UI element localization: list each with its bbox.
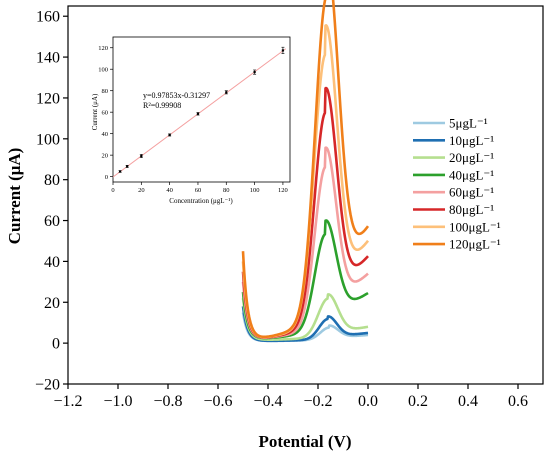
legend-label: 20μgL⁻¹: [449, 150, 494, 165]
legend-label: 80μgL⁻¹: [449, 202, 494, 217]
x-tick-label: −0.4: [253, 393, 282, 410]
legend: 5μgL⁻¹ 10μgL⁻¹ 20μgL⁻¹ 40μgL⁻¹ 60μgL⁻¹ 80μgL⁻…: [413, 116, 501, 252]
x-axis-title: Potential (V): [258, 432, 351, 451]
inset-x-tick-label: 120: [278, 187, 288, 194]
inset-y-tick-label: 120: [98, 45, 108, 52]
legend-label: 60μgL⁻¹: [449, 185, 494, 200]
legend-label: 5μgL⁻¹: [449, 116, 488, 131]
inset-x-tick-label: 80: [223, 187, 230, 194]
y-tick-label: 140: [36, 50, 60, 67]
x-tick-label: 0.4: [458, 393, 478, 410]
inset-chart: 0 20 40 60 80 100 120 0 20 40 60 80 100 120 y=0.9785…: [91, 36, 291, 205]
inset-r-squared: R²=0.99908: [143, 101, 181, 110]
series-line: [241, 0, 370, 339]
inset-y-tick-label: 20: [102, 152, 109, 159]
inset-x-axis-title: Concentration (μgL⁻¹): [169, 197, 233, 205]
legend-label: 120μgL⁻¹: [449, 237, 501, 252]
y-tick-label: 120: [36, 90, 60, 107]
series-lines: [241, 0, 370, 343]
y-tick-label: 20: [44, 295, 60, 312]
legend-label: 10μgL⁻¹: [449, 133, 494, 148]
y-tick-label: 160: [36, 9, 60, 26]
y-tick-label: 100: [36, 131, 60, 148]
y-tick-label: 0: [52, 336, 60, 353]
inset-points: [118, 46, 285, 173]
x-tick-label: −0.8: [153, 393, 182, 410]
inset-x-tick-label: 0: [111, 187, 114, 194]
inset-point: [196, 112, 200, 115]
inset-axis-ticks: [110, 47, 284, 185]
inset-x-tick-label: 100: [250, 187, 260, 194]
inset-frame: [112, 36, 291, 183]
y-tick-labels: −20 0 20 40 60 80 100 120 140 160: [35, 9, 60, 394]
inset-point: [225, 91, 228, 94]
inset-point: [118, 170, 122, 173]
y-axis-title: Current (μA): [5, 148, 24, 245]
inset-equation: y=0.97853x-0.31297: [143, 91, 210, 100]
x-tick-label: 0.2: [408, 393, 428, 410]
inset-x-tick-label: 40: [166, 187, 173, 194]
y-tick-label: 60: [44, 213, 60, 230]
inset-point: [126, 165, 129, 168]
x-tick-label: −0.2: [303, 393, 332, 410]
inset-point: [140, 154, 143, 158]
inset-y-axis-title: Current (μA): [91, 93, 99, 130]
inset-point: [168, 133, 171, 137]
legend-label: 100μgL⁻¹: [449, 219, 501, 234]
x-tick-label: 0.6: [508, 393, 528, 410]
plot-frame: [67, 5, 544, 385]
legend-label: 40μgL⁻¹: [449, 167, 494, 182]
x-tick-label: 0.0: [358, 393, 378, 410]
inset-y-tick-label: 100: [98, 67, 108, 74]
inset-x-tick-label: 20: [138, 187, 145, 194]
inset-y-tick-label: 40: [102, 131, 109, 138]
y-tick-label: −20: [35, 377, 60, 394]
inset-y-tick-label: 60: [102, 109, 109, 116]
series-line: [241, 293, 369, 341]
x-tick-label: −1.0: [103, 393, 132, 410]
y-tick-label: 80: [44, 172, 60, 189]
inset-point: [281, 49, 285, 52]
inset-y-tick-labels: 0 20 40 60 80 100 120: [98, 45, 108, 181]
main-axis-ticks: [63, 15, 519, 389]
inset-point: [253, 71, 256, 74]
y-tick-label: 40: [44, 254, 60, 271]
inset-y-tick-label: 0: [105, 174, 108, 181]
inset-y-tick-label: 80: [102, 88, 109, 95]
x-tick-label: −1.2: [53, 393, 82, 410]
x-tick-label: −0.6: [203, 393, 232, 410]
inset-x-tick-labels: 0 20 40 60 80 100 120: [111, 187, 287, 194]
inset-x-tick-label: 60: [195, 187, 202, 194]
x-tick-labels: −1.2 −1.0 −0.8 −0.6 −0.4 −0.2 0.0 0.2 0.4 0.6: [53, 393, 528, 410]
